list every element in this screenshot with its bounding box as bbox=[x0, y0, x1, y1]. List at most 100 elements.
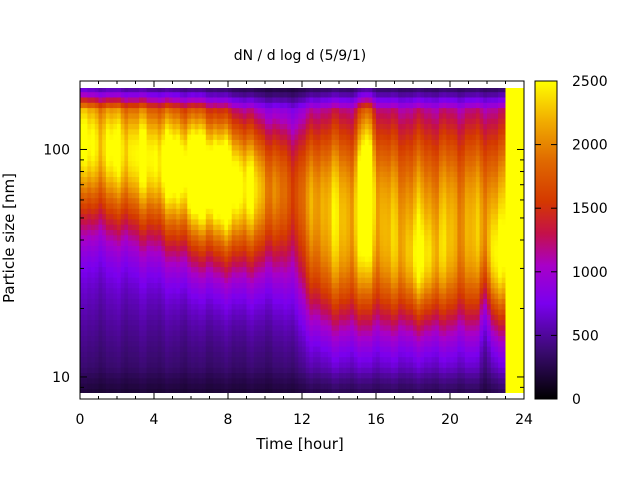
heatmap-cell bbox=[165, 202, 170, 209]
heatmap-cell bbox=[261, 102, 266, 109]
heatmap-cell bbox=[179, 282, 185, 289]
heatmap-cell bbox=[161, 139, 166, 146]
heatmap-cell bbox=[268, 160, 273, 167]
heatmap-cell bbox=[87, 245, 92, 252]
heatmap-cell bbox=[235, 192, 240, 199]
heatmap-cell bbox=[117, 293, 122, 299]
heatmap-cell bbox=[287, 340, 292, 347]
heatmap-cell bbox=[383, 102, 388, 109]
heatmap-cell bbox=[205, 213, 211, 220]
heatmap-cell bbox=[335, 367, 340, 374]
heatmap-cell bbox=[279, 91, 285, 98]
heatmap-cell bbox=[168, 388, 174, 393]
heatmap-cell bbox=[117, 213, 122, 220]
heatmap-cell bbox=[209, 160, 214, 167]
heatmap-cell bbox=[357, 208, 362, 215]
heatmap-cell bbox=[257, 346, 262, 352]
heatmap-cell bbox=[183, 208, 188, 215]
heatmap-cell bbox=[161, 255, 166, 262]
heatmap-cell bbox=[261, 319, 266, 326]
heatmap-cell bbox=[305, 287, 310, 294]
heatmap-cell bbox=[165, 351, 170, 358]
heatmap-cell bbox=[239, 340, 244, 347]
heatmap-cell bbox=[253, 346, 259, 352]
heatmap-cell bbox=[235, 383, 240, 389]
heatmap-cell bbox=[353, 340, 359, 347]
heatmap-cell bbox=[216, 171, 222, 177]
heatmap-cell bbox=[135, 388, 140, 393]
heatmap-cell bbox=[257, 255, 262, 262]
heatmap-cell bbox=[139, 293, 144, 299]
heatmap-cell bbox=[335, 171, 340, 177]
heatmap-cell bbox=[353, 118, 359, 124]
heatmap-cell bbox=[364, 245, 370, 252]
heatmap-cell bbox=[80, 134, 85, 140]
heatmap-cell bbox=[168, 112, 174, 119]
heatmap-cell bbox=[113, 213, 118, 220]
heatmap-cell bbox=[120, 208, 125, 215]
heatmap-cell bbox=[120, 383, 125, 389]
heatmap-cell bbox=[261, 271, 266, 278]
heatmap-cell bbox=[309, 112, 314, 119]
heatmap-cell bbox=[279, 240, 285, 246]
heatmap-cell bbox=[80, 240, 85, 246]
heatmap-cell bbox=[139, 287, 144, 294]
heatmap-cell bbox=[87, 187, 92, 193]
heatmap-cell bbox=[342, 91, 347, 98]
heatmap-cell bbox=[131, 118, 137, 124]
heatmap-cell bbox=[98, 213, 103, 220]
heatmap-cell bbox=[165, 107, 170, 114]
heatmap-cell bbox=[305, 377, 310, 384]
heatmap-cell bbox=[302, 171, 307, 177]
heatmap-cell bbox=[198, 224, 203, 230]
heatmap-cell bbox=[91, 388, 96, 393]
heatmap-cell bbox=[231, 202, 236, 209]
heatmap-cell bbox=[220, 107, 225, 114]
heatmap-cell bbox=[309, 293, 314, 299]
heatmap-cell bbox=[276, 213, 281, 220]
heatmap-cell bbox=[135, 351, 140, 358]
heatmap-cell bbox=[157, 208, 162, 215]
heatmap-cell bbox=[205, 255, 211, 262]
heatmap-cell bbox=[320, 287, 325, 294]
heatmap-cell bbox=[357, 367, 362, 374]
heatmap-cell bbox=[224, 335, 229, 342]
heatmap-cell bbox=[283, 367, 288, 374]
heatmap-cell bbox=[276, 335, 281, 342]
heatmap-cell bbox=[309, 128, 314, 135]
heatmap-cell bbox=[257, 245, 262, 252]
heatmap-cell bbox=[298, 240, 303, 246]
heatmap-cell bbox=[179, 229, 185, 236]
heatmap-cell bbox=[309, 88, 314, 93]
heatmap-cell bbox=[242, 187, 248, 193]
heatmap-cell bbox=[154, 144, 159, 151]
heatmap-cell bbox=[202, 112, 207, 119]
heatmap-cell bbox=[198, 361, 203, 368]
heatmap-cell bbox=[179, 139, 185, 146]
heatmap-cell bbox=[113, 96, 118, 103]
heatmap-cell bbox=[313, 218, 318, 225]
heatmap-cell bbox=[364, 202, 370, 209]
heatmap-cell bbox=[357, 340, 362, 347]
heatmap-cell bbox=[202, 102, 207, 109]
heatmap-cell bbox=[279, 218, 285, 225]
heatmap-cell bbox=[339, 229, 344, 236]
heatmap-cell bbox=[387, 383, 392, 389]
heatmap-cell bbox=[102, 277, 107, 283]
heatmap-cell bbox=[361, 356, 366, 363]
heatmap-cell bbox=[80, 361, 85, 368]
heatmap-cell bbox=[179, 335, 185, 342]
heatmap-cell bbox=[179, 356, 185, 363]
heatmap-cell bbox=[335, 250, 340, 257]
heatmap-cell bbox=[235, 324, 240, 331]
heatmap-cell bbox=[228, 282, 233, 289]
heatmap-cell bbox=[98, 335, 103, 342]
heatmap-cell bbox=[250, 88, 255, 93]
heatmap-cell bbox=[231, 181, 236, 188]
heatmap-cell bbox=[191, 171, 196, 177]
heatmap-cell bbox=[305, 277, 310, 283]
heatmap-cell bbox=[283, 187, 288, 193]
heatmap-cell bbox=[168, 287, 174, 294]
heatmap-cell bbox=[168, 202, 174, 209]
heatmap-cell bbox=[246, 112, 251, 119]
